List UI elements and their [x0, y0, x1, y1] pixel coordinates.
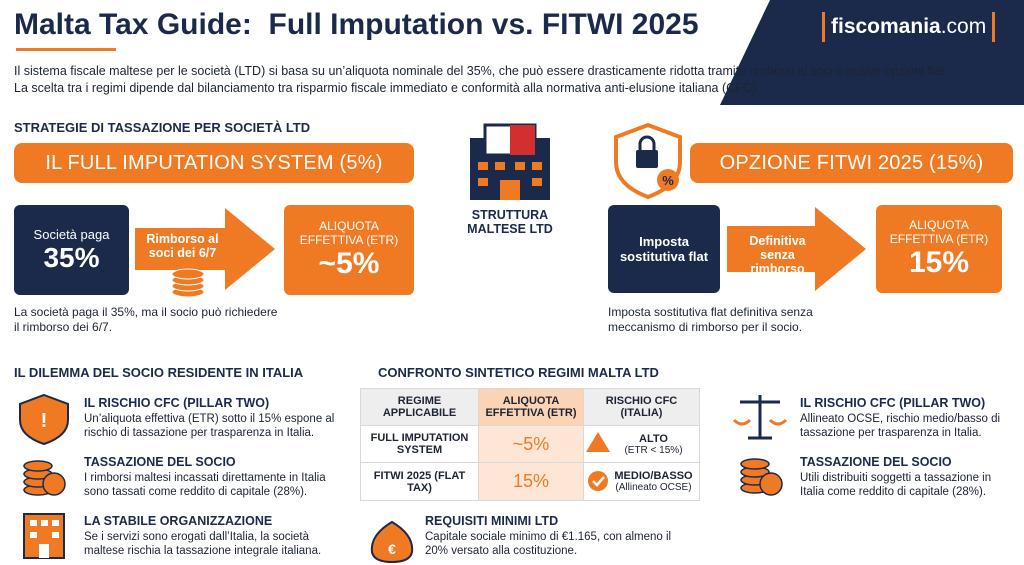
risk-note: (ETR < 15%) [624, 444, 683, 456]
full-banner: IL FULL IMPUTATION SYSTEM (5%) [14, 143, 414, 183]
intro: Il sistema fiscale maltese per le societ… [14, 64, 948, 95]
coins-icon [171, 268, 205, 298]
item-title: TASSAZIONE DEL SOCIO [84, 455, 236, 469]
note: Imposta sostitutiva flat definitiva senz… [608, 305, 813, 334]
coins-icon [23, 460, 66, 496]
table-row: FITWI 2025 (FLAT TAX) 15% MEDIO/BASSO (Al… [360, 462, 700, 501]
office-icon [23, 513, 65, 559]
item-text: Allineato OCSE, rischio medio/basso di t… [800, 413, 1001, 439]
risk-level: ALTO [639, 432, 668, 445]
header-cell: ALIQUOTA EFFETTIVA (ETR) [478, 388, 584, 426]
result-label: ALIQUOTA EFFETTIVA (ETR) [299, 219, 399, 247]
cell: ~5% [478, 425, 584, 463]
item-text: Se i servizi sono erogati dall’Italia, l… [84, 531, 322, 557]
svg-text:€: € [388, 541, 396, 557]
cell: MEDIO/BASSO (Allineato OCSE) [583, 462, 700, 501]
item: TASSAZIONE DEL SOCIO Utili distribuiti so… [800, 455, 1010, 499]
item-text: Utili distribuiti soggetti a tassazione … [800, 472, 992, 498]
title: Malta Tax Guide: Full Imputation vs. FIT… [14, 8, 699, 41]
fitwi-banner: OPZIONE FITWI 2025 (15%) [690, 143, 1013, 183]
item: IL RISCHIO CFC (PILLAR TWO) Un’aliquota e… [84, 396, 344, 440]
item-text: I rimborsi maltesi incassati direttament… [84, 472, 326, 498]
item: IL RISCHIO CFC (PILLAR TWO) Allineato OCS… [800, 396, 1010, 440]
box-value: 35% [43, 241, 100, 273]
section-heading: IL DILEMMA DEL SOCIO RESIDENTE IN ITALIA [14, 365, 304, 380]
box-label: Società paga [33, 226, 110, 242]
result-value: ~5% [318, 247, 380, 280]
icon-glyph: ! [41, 410, 48, 432]
result-box: ALIQUOTA EFFETTIVA (ETR) ~5% [284, 205, 414, 295]
item-title: IL RISCHIO CFC (PILLAR TWO) [800, 396, 986, 410]
item: LA STABILE ORGANIZZAZIONE Se i servizi so… [84, 514, 344, 558]
item-title: LA STABILE ORGANIZZAZIONE [84, 514, 273, 528]
scales-icon [732, 395, 788, 440]
arrow-label: Definitiva senza rimborso [749, 234, 806, 276]
title-underline [16, 48, 116, 51]
item-title: REQUISITI MINIMI LTD [425, 514, 559, 528]
coins-icon [740, 458, 783, 496]
tax-box: Società paga 35% [14, 205, 129, 295]
warning-shield-icon [19, 393, 69, 446]
result-value: 15% [908, 246, 970, 279]
cell: 15% [478, 462, 584, 501]
item: TASSAZIONE DEL SOCIO I rimborsi maltesi i… [84, 455, 344, 499]
cell: FITWI 2025 (FLAT TAX) [360, 462, 479, 501]
logo-name: fiscomania [831, 15, 941, 38]
tax-box: Imposta sostitutiva flat [608, 205, 720, 293]
item: REQUISITI MINIMI LTD Capitale sociale min… [425, 514, 695, 558]
note: La società paga il 35%, ma il socio può … [14, 305, 278, 334]
section-heading: CONFRONTO SINTETICO REGIMI MALTA LTD [378, 365, 659, 380]
svg-text:%: % [662, 173, 674, 188]
table-row: FULL IMPUTATION SYSTEM ~5% ALTO (ETR < 15… [360, 425, 700, 463]
cell: ALTO (ETR < 15%) [583, 425, 700, 463]
header-cell: RISCHIO CFC (ITALIA) [583, 388, 700, 426]
center-label: STRUTTURA MALTESE LTD [467, 208, 553, 236]
arrow [727, 207, 866, 291]
item-text: Capitale sociale minimo di €1.165, con a… [425, 531, 672, 557]
risk-note: (Allineato OCSE) [615, 482, 692, 493]
comparison-table: REGIME APPLICABILE ALIQUOTA EFFETTIVA (E… [360, 388, 700, 501]
section-heading: STRATEGIE DI TASSAZIONE PER SOCIETÀ LTD [14, 120, 311, 135]
item-text: Un’aliquota effettiva (ETR) sotto il 15%… [84, 413, 335, 439]
moneybag-icon: € [370, 520, 414, 564]
header-cell: REGIME APPLICABILE [360, 388, 479, 426]
table-header: REGIME APPLICABILE ALIQUOTA EFFETTIVA (E… [360, 388, 700, 426]
shield-icon: % [614, 122, 682, 200]
logo-suffix: .com [940, 15, 987, 38]
logo: fiscomania.com [822, 12, 996, 42]
arrow-label: Rimborso al soci dei 6/7 [146, 232, 219, 260]
cell: FULL IMPUTATION SYSTEM [360, 425, 479, 463]
risk-level: MEDIO/BASSO [614, 470, 693, 482]
arrow [135, 208, 275, 290]
header-band [720, 0, 1024, 105]
item-title: TASSAZIONE DEL SOCIO [800, 455, 952, 469]
building-icon [470, 123, 550, 200]
result-label: ALIQUOTA EFFETTIVA (ETR) [889, 218, 989, 246]
item-title: IL RISCHIO CFC (PILLAR TWO) [84, 396, 270, 410]
result-box: ALIQUOTA EFFETTIVA (ETR) 15% [876, 205, 1002, 293]
